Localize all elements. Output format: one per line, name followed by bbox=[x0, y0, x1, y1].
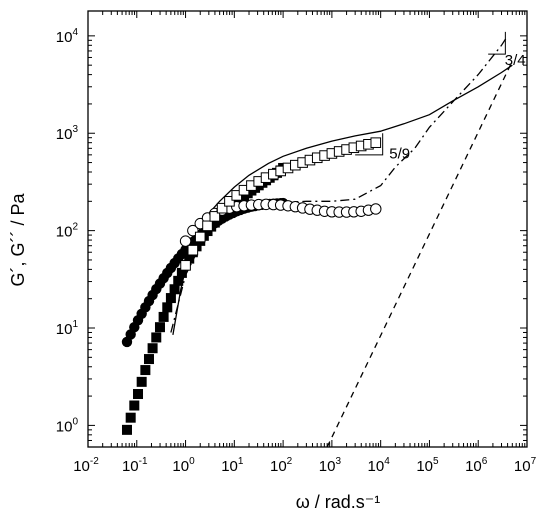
y-tick-label: 103 bbox=[56, 124, 79, 143]
data-point-open-square bbox=[224, 196, 235, 207]
x-tick-label: 105 bbox=[416, 456, 439, 475]
x-tick-label: 103 bbox=[319, 456, 342, 475]
data-point-filled-square bbox=[133, 389, 144, 400]
data-point-open-square bbox=[180, 260, 191, 271]
data-point-filled-square bbox=[176, 267, 187, 278]
data-point-filled-square bbox=[129, 400, 140, 411]
data-point-open-square bbox=[370, 137, 382, 148]
data-point-open-square bbox=[216, 202, 228, 214]
data-point-open-circle bbox=[370, 203, 382, 215]
data-point-filled-square bbox=[140, 365, 151, 376]
data-point-filled-square bbox=[165, 293, 176, 304]
data-point-filled-square bbox=[169, 284, 180, 295]
slope-annotation: 3/4 bbox=[505, 52, 526, 69]
slope-annotation: 5/9 bbox=[389, 146, 410, 163]
y-axis-label: G´, G´´ / Pa bbox=[8, 193, 28, 287]
plot-frame bbox=[87, 10, 528, 448]
data-point-open-circle bbox=[179, 235, 192, 247]
tick-labels: 10-2 10-1 100 101 102 103 104 105 106 107 100 101 10… bbox=[56, 27, 537, 475]
x-tick-label: 107 bbox=[514, 456, 537, 475]
data-point-filled-square bbox=[121, 424, 132, 435]
series-markers bbox=[121, 137, 382, 435]
data-point-filled-square bbox=[125, 412, 136, 423]
axes bbox=[87, 10, 528, 448]
data-point-filled-square bbox=[158, 311, 169, 322]
x-tick-label: 10-1 bbox=[122, 456, 148, 475]
y-tick-label: 102 bbox=[56, 222, 79, 241]
data-point-filled-square bbox=[154, 322, 165, 333]
data-point-filled-square bbox=[147, 343, 158, 354]
x-tick-label: 10-2 bbox=[73, 456, 99, 475]
x-axis-label: ω / rad.s⁻¹ bbox=[296, 492, 381, 512]
series-lines bbox=[170, 35, 513, 448]
slope-triangle bbox=[355, 133, 384, 156]
slope-triangle bbox=[488, 31, 506, 55]
data-point-filled-square bbox=[184, 253, 195, 264]
series-line-dashed bbox=[326, 60, 513, 448]
x-tick-label: 100 bbox=[172, 456, 195, 475]
data-point-open-square bbox=[209, 211, 221, 222]
series-line-dash-dot bbox=[170, 35, 509, 333]
y-tick-label: 104 bbox=[56, 27, 79, 46]
data-point-open-square bbox=[202, 220, 213, 232]
x-tick-label: 106 bbox=[465, 456, 488, 475]
x-tick-label: 102 bbox=[270, 456, 293, 475]
data-point-filled-square bbox=[173, 275, 184, 286]
y-tick-label: 100 bbox=[56, 416, 79, 435]
y-tick-label: 101 bbox=[56, 319, 79, 338]
annotations: 3/4 5/9 bbox=[355, 31, 526, 163]
data-point-filled-square bbox=[162, 302, 173, 313]
data-point-filled-square bbox=[151, 332, 162, 343]
data-point-open-square bbox=[187, 244, 199, 256]
data-point-filled-square bbox=[136, 376, 147, 387]
x-tick-label: 101 bbox=[221, 456, 244, 475]
data-point-filled-square bbox=[143, 354, 154, 365]
data-point-open-square bbox=[194, 231, 206, 243]
x-tick-label: 104 bbox=[368, 456, 391, 475]
